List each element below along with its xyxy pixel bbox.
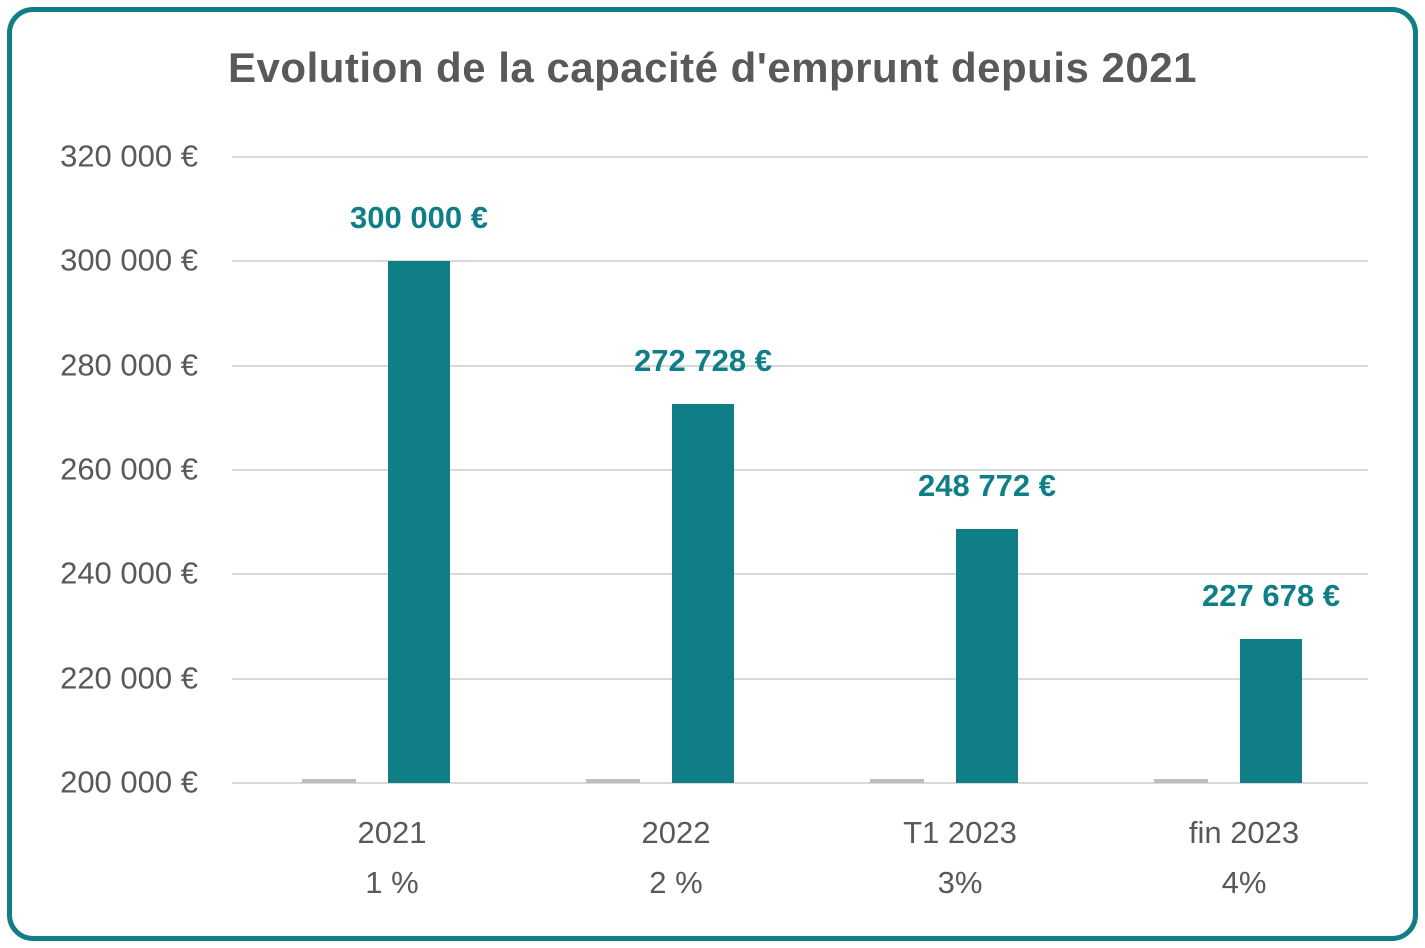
data-label: 248 772 €	[918, 467, 1056, 503]
x-tick-line1: T1 2023	[903, 815, 1017, 850]
baseline-dash	[1154, 779, 1208, 783]
x-tick-line1: 2022	[641, 815, 711, 850]
bar	[956, 528, 1018, 783]
y-tick-label: 320 000 €	[60, 138, 198, 174]
bar	[1240, 638, 1302, 783]
x-tick-line2: 2 %	[649, 864, 703, 900]
gridline	[232, 469, 1368, 471]
y-tick-label: 200 000 €	[60, 764, 198, 800]
x-tick-line1: fin 2023	[1188, 815, 1300, 850]
y-tick-label: 280 000 €	[60, 346, 198, 382]
x-tick-label: 2022 2 %	[642, 808, 711, 907]
x-tick-line2: 3%	[937, 864, 983, 900]
y-axis-labels: 320 000 € 300 000 € 280 000 € 260 000 € 240 …	[16, 138, 198, 799]
x-tick-label: T1 2023 3%	[903, 808, 1017, 907]
bar	[672, 403, 734, 783]
x-tick-label: 2021 1 %	[358, 808, 427, 907]
y-tick-label: 240 000 €	[60, 555, 198, 591]
gridline	[232, 573, 1368, 576]
gridline	[232, 364, 1368, 367]
x-tick-label: fin 2023 4%	[1189, 808, 1299, 907]
x-axis-labels: 2021 1 % 2022 2 % T1 2023 3% fin 2023 4%	[232, 808, 1368, 908]
data-label: 272 728 €	[634, 342, 772, 378]
y-tick-label: 220 000 €	[60, 659, 198, 695]
baseline-dash	[302, 779, 356, 783]
bar	[388, 261, 450, 783]
gridline	[232, 156, 1368, 158]
gridline	[232, 677, 1368, 680]
data-label: 300 000 €	[350, 200, 488, 236]
plot-area: 300 000 € 272 728 € 248 772 € 227 678 €	[232, 156, 1368, 784]
baseline-dash	[870, 779, 924, 783]
y-tick-label: 260 000 €	[60, 451, 198, 487]
data-label: 227 678 €	[1202, 577, 1340, 613]
gridline	[232, 782, 1368, 784]
x-tick-line1: 2021	[357, 815, 427, 850]
x-tick-line2: 1 %	[365, 864, 419, 900]
y-tick-label: 300 000 €	[60, 242, 198, 278]
gridline	[232, 260, 1368, 263]
x-tick-line2: 4%	[1221, 864, 1267, 900]
baseline-dash	[586, 779, 640, 783]
chart-title: Evolution de la capacité d'emprunt depui…	[228, 44, 1197, 91]
